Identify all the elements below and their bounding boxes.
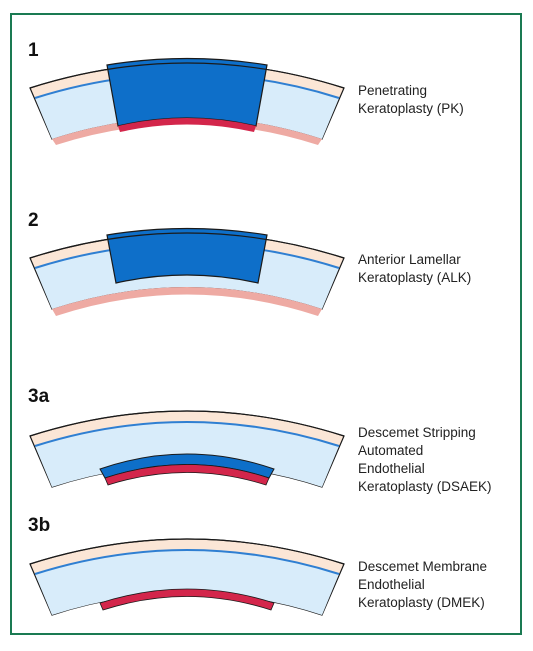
panel-pk: 1 Penetrating Keratoplasty (PK) — [12, 15, 520, 165]
panel-label: Penetrating Keratoplasty (PK) — [358, 83, 464, 116]
panel-label: Anterior Lamellar Keratoplasty (ALK) — [358, 252, 472, 285]
panel-dmek: 3b Descemet Membrane Endothelial Keratop… — [12, 515, 520, 635]
host-endothelium — [52, 287, 322, 316]
cornea-diagram-dmek — [29, 538, 345, 616]
figure-frame: 1 Penetrating Keratoplasty (PK) 2 — [10, 13, 522, 635]
stroma-layer — [35, 550, 339, 615]
panel-dsaek: 3a Descemet Stripping Automated Endothel… — [12, 383, 520, 513]
descemet-line — [34, 421, 340, 447]
graft-full-thickness — [106, 57, 268, 127]
graft-descemet-membrane — [99, 588, 275, 611]
panel-alk: 2 Anterior Lamellar Keratoplasty (ALK) — [12, 205, 520, 355]
cornea-diagram-dsaek — [29, 410, 345, 488]
stroma-layer — [35, 244, 339, 309]
panel-number: 3a — [28, 386, 50, 407]
panel-label: Descemet Membrane Endothelial Keratoplas… — [358, 559, 488, 610]
panel-label: Descemet Stripping Automated Endothelial… — [358, 425, 492, 494]
panel-number: 2 — [28, 210, 39, 231]
cornea-diagram-pk — [29, 57, 345, 145]
graft-endothelium — [118, 118, 256, 132]
graft-anterior-lamellar — [106, 227, 268, 284]
descemet-line — [34, 549, 340, 575]
cornea-diagram-alk — [29, 227, 345, 316]
panel-number: 1 — [28, 40, 39, 61]
graft-endothelium — [104, 464, 270, 486]
panel-number: 3b — [28, 515, 51, 536]
